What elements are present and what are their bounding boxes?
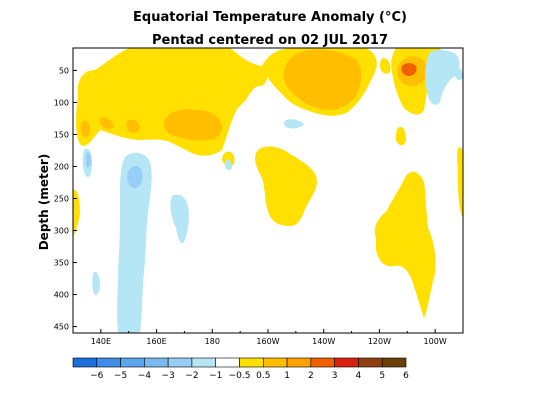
colorbar-swatch <box>96 357 121 368</box>
warm-region-east-edge <box>457 147 463 218</box>
warm-region-tongue-160w <box>255 146 317 226</box>
colorbar-swatch <box>310 357 335 368</box>
y-axis-label: Depth (meter) <box>37 154 51 251</box>
warm-core-upper-central <box>283 49 362 110</box>
x-tick-label: 100W <box>424 337 447 346</box>
cool-spot-central <box>170 194 189 244</box>
cool-column-west <box>117 152 152 333</box>
x-tick-label: 140E <box>91 337 111 346</box>
x-tick-label: 140W <box>312 337 335 346</box>
warm-core-west-3 <box>126 119 140 133</box>
warm-region-small-central <box>222 151 235 167</box>
y-tick-label: 350 <box>54 259 69 268</box>
colorbar-label: 2 <box>308 371 314 381</box>
cool-spot-mid <box>225 159 232 171</box>
colorbar-swatch <box>215 357 240 368</box>
colorbar-label: 0.5 <box>256 371 270 381</box>
colorbar-swatch <box>120 357 145 368</box>
colorbar-label: −0.5 <box>229 371 251 381</box>
colorbar-swatch <box>334 357 359 368</box>
colorbar-label: −5 <box>114 371 127 381</box>
cool-core-west-edge <box>86 152 91 168</box>
colorbar-swatch <box>167 357 193 368</box>
warm-peak-east <box>401 63 417 76</box>
warm-region-deep-east <box>374 171 436 318</box>
colorbar-label: −6 <box>90 371 104 381</box>
x-axis: 140E 160E 180 160W 140W 120W 100W <box>72 329 464 346</box>
y-tick-label: 400 <box>54 291 69 300</box>
x-tick-label: 160W <box>256 337 279 346</box>
y-tick-label: 300 <box>54 227 69 236</box>
colorbar-label: −4 <box>138 371 152 381</box>
warm-region-east-strip <box>396 126 406 146</box>
colorbar-label: −3 <box>162 371 175 381</box>
y-tick-label: 100 <box>54 98 69 107</box>
y-tick-label: 50 <box>59 66 69 75</box>
cool-spot-east-edge <box>455 68 463 81</box>
colorbar-label: 1 <box>284 371 290 381</box>
colorbar-label: 4 <box>356 371 362 381</box>
colorbar-swatch <box>239 357 264 368</box>
cool-spot-east-upper <box>425 49 460 105</box>
warm-core-west-2 <box>99 117 114 129</box>
chart-subtitle: Pentad centered on 02 JUL 2017 <box>152 33 388 48</box>
warm-core-central-west <box>163 109 223 141</box>
colorbar-swatch <box>286 357 312 368</box>
cool-core-west-column <box>127 166 143 188</box>
colorbar-swatch <box>358 357 383 368</box>
anomaly-field <box>73 48 463 333</box>
colorbar-swatch <box>72 357 98 368</box>
colorbar-label: 6 <box>403 371 409 381</box>
cool-spot-160w <box>284 119 304 129</box>
x-tick-label: 120W <box>368 337 391 346</box>
colorbar-swatch <box>262 357 288 368</box>
x-tick-label: 160E <box>146 337 166 346</box>
warm-region-west-edge <box>73 189 80 236</box>
colorbar-label: 3 <box>332 371 338 381</box>
y-tick-label: 250 <box>54 195 69 204</box>
warm-core-west-1 <box>80 120 90 138</box>
colorbar: −6 −5 −4 −3 −2 −1 −0.5 0.5 1 2 3 4 5 6 <box>72 357 409 381</box>
chart-title: Equatorial Temperature Anomaly (°C) <box>133 10 407 25</box>
colorbar-swatch <box>144 357 169 368</box>
warm-region-small-east <box>380 58 391 74</box>
colorbar-swatch <box>381 357 407 368</box>
y-tick-label: 150 <box>54 130 69 139</box>
y-tick-label: 200 <box>54 162 69 171</box>
colorbar-label: 5 <box>379 371 385 381</box>
x-tick-label: 180 <box>205 337 220 346</box>
colorbar-label: −2 <box>185 371 198 381</box>
colorbar-swatch <box>191 357 217 368</box>
cool-spot-west-deep <box>92 271 100 296</box>
colorbar-label: −1 <box>209 371 222 381</box>
y-axis: 50 100 150 200 250 300 350 400 450 <box>54 66 77 332</box>
y-tick-label: 450 <box>54 323 69 332</box>
